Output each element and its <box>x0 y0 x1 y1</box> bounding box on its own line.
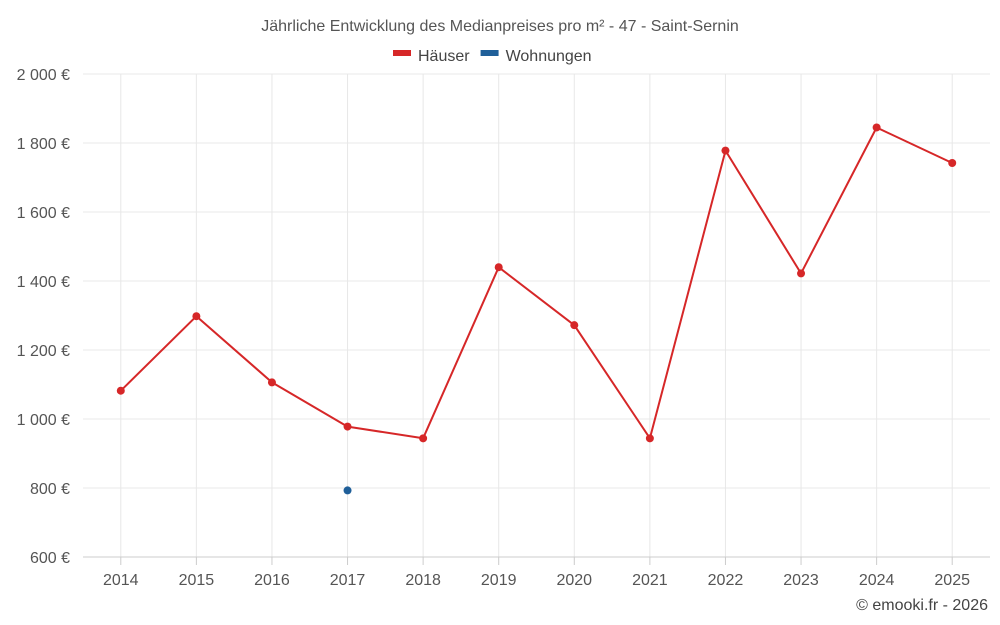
x-tick-label: 2022 <box>708 572 744 589</box>
y-axis-ticks: 600 € 800 € 1 000 € 1 200 € 1 400 € 1 600 € 1 … <box>17 67 70 567</box>
chart-title: Jährliche Entwicklung des Medianpreises … <box>261 18 739 35</box>
credit-text: © emooki.fr - 2026 <box>856 597 988 614</box>
legend-item[interactable]: Häuser <box>393 48 470 65</box>
x-tick-label: 2020 <box>556 572 592 589</box>
x-tick-label: 2025 <box>934 572 970 589</box>
data-point[interactable] <box>721 146 730 155</box>
y-tick-label: 1 600 € <box>17 205 70 222</box>
x-tick-label: 2019 <box>481 572 517 589</box>
data-point[interactable] <box>116 386 125 395</box>
legend-label: Wohnungen <box>506 48 592 65</box>
data-point[interactable] <box>872 123 881 132</box>
x-tick-label: 2023 <box>783 572 819 589</box>
y-tick-label: 2 000 € <box>17 67 70 84</box>
data-point[interactable] <box>192 312 201 321</box>
grid-layer <box>83 73 990 557</box>
x-axis-ticks: 2014 2015 2016 2017 2018 2019 2020 2021 2022 2023… <box>83 556 990 589</box>
data-point[interactable] <box>343 422 352 431</box>
legend-swatch <box>480 50 499 56</box>
x-tick-label: 2017 <box>330 572 366 589</box>
legend-label: Häuser <box>418 48 470 65</box>
data-point[interactable] <box>494 263 503 272</box>
data-point[interactable] <box>419 434 428 443</box>
x-tick-label: 2021 <box>632 572 668 589</box>
x-tick-label: 2024 <box>859 572 895 589</box>
series-0 <box>116 123 957 443</box>
y-tick-label: 1 400 € <box>17 274 70 291</box>
data-point[interactable] <box>645 434 654 443</box>
data-point[interactable] <box>948 159 957 168</box>
series-layer <box>116 123 957 495</box>
series-line <box>120 126 953 440</box>
y-tick-label: 600 € <box>30 550 70 567</box>
legend-swatch <box>393 50 411 56</box>
data-point[interactable] <box>570 321 579 330</box>
data-point[interactable] <box>343 486 352 495</box>
y-tick-label: 1 000 € <box>17 412 70 429</box>
x-tick-label: 2015 <box>179 572 215 589</box>
legend[interactable]: Häuser Wohnungen <box>393 48 592 65</box>
legend-item[interactable]: Wohnungen <box>480 48 592 65</box>
series-1 <box>343 486 352 495</box>
x-tick-label: 2016 <box>254 572 290 589</box>
data-point[interactable] <box>267 378 276 387</box>
y-tick-label: 1 200 € <box>17 343 70 360</box>
y-tick-label: 1 800 € <box>17 136 70 153</box>
y-tick-label: 800 € <box>30 481 70 498</box>
x-tick-label: 2018 <box>405 572 441 589</box>
x-tick-label: 2014 <box>103 572 139 589</box>
data-point[interactable] <box>797 269 806 278</box>
